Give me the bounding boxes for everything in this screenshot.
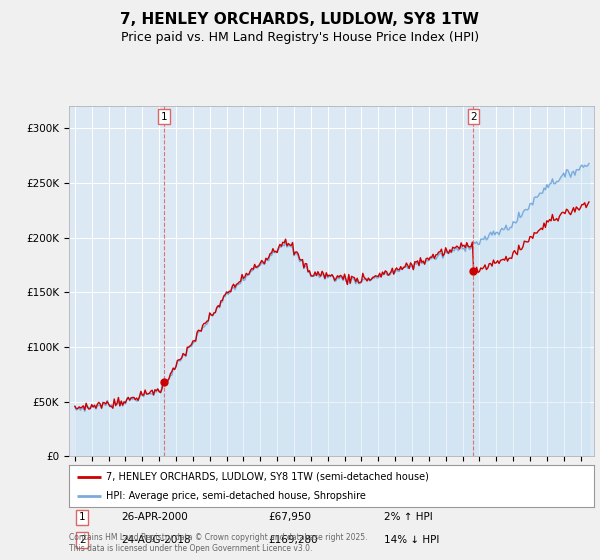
Text: 2: 2	[470, 111, 477, 122]
Text: £67,950: £67,950	[269, 512, 311, 522]
Text: 2% ↑ HPI: 2% ↑ HPI	[384, 512, 433, 522]
Text: 7, HENLEY ORCHARDS, LUDLOW, SY8 1TW: 7, HENLEY ORCHARDS, LUDLOW, SY8 1TW	[121, 12, 479, 27]
Text: 1: 1	[161, 111, 167, 122]
Text: 7, HENLEY ORCHARDS, LUDLOW, SY8 1TW (semi-detached house): 7, HENLEY ORCHARDS, LUDLOW, SY8 1TW (sem…	[106, 472, 428, 482]
Text: 14% ↓ HPI: 14% ↓ HPI	[384, 535, 439, 545]
Text: 24-AUG-2018: 24-AUG-2018	[121, 535, 191, 545]
Text: 26-APR-2000: 26-APR-2000	[121, 512, 188, 522]
Text: 2: 2	[79, 535, 85, 545]
Text: Contains HM Land Registry data © Crown copyright and database right 2025.
This d: Contains HM Land Registry data © Crown c…	[69, 533, 367, 553]
Text: £169,280: £169,280	[269, 535, 318, 545]
Text: 1: 1	[79, 512, 85, 522]
Text: HPI: Average price, semi-detached house, Shropshire: HPI: Average price, semi-detached house,…	[106, 491, 365, 501]
Text: Price paid vs. HM Land Registry's House Price Index (HPI): Price paid vs. HM Land Registry's House …	[121, 31, 479, 44]
